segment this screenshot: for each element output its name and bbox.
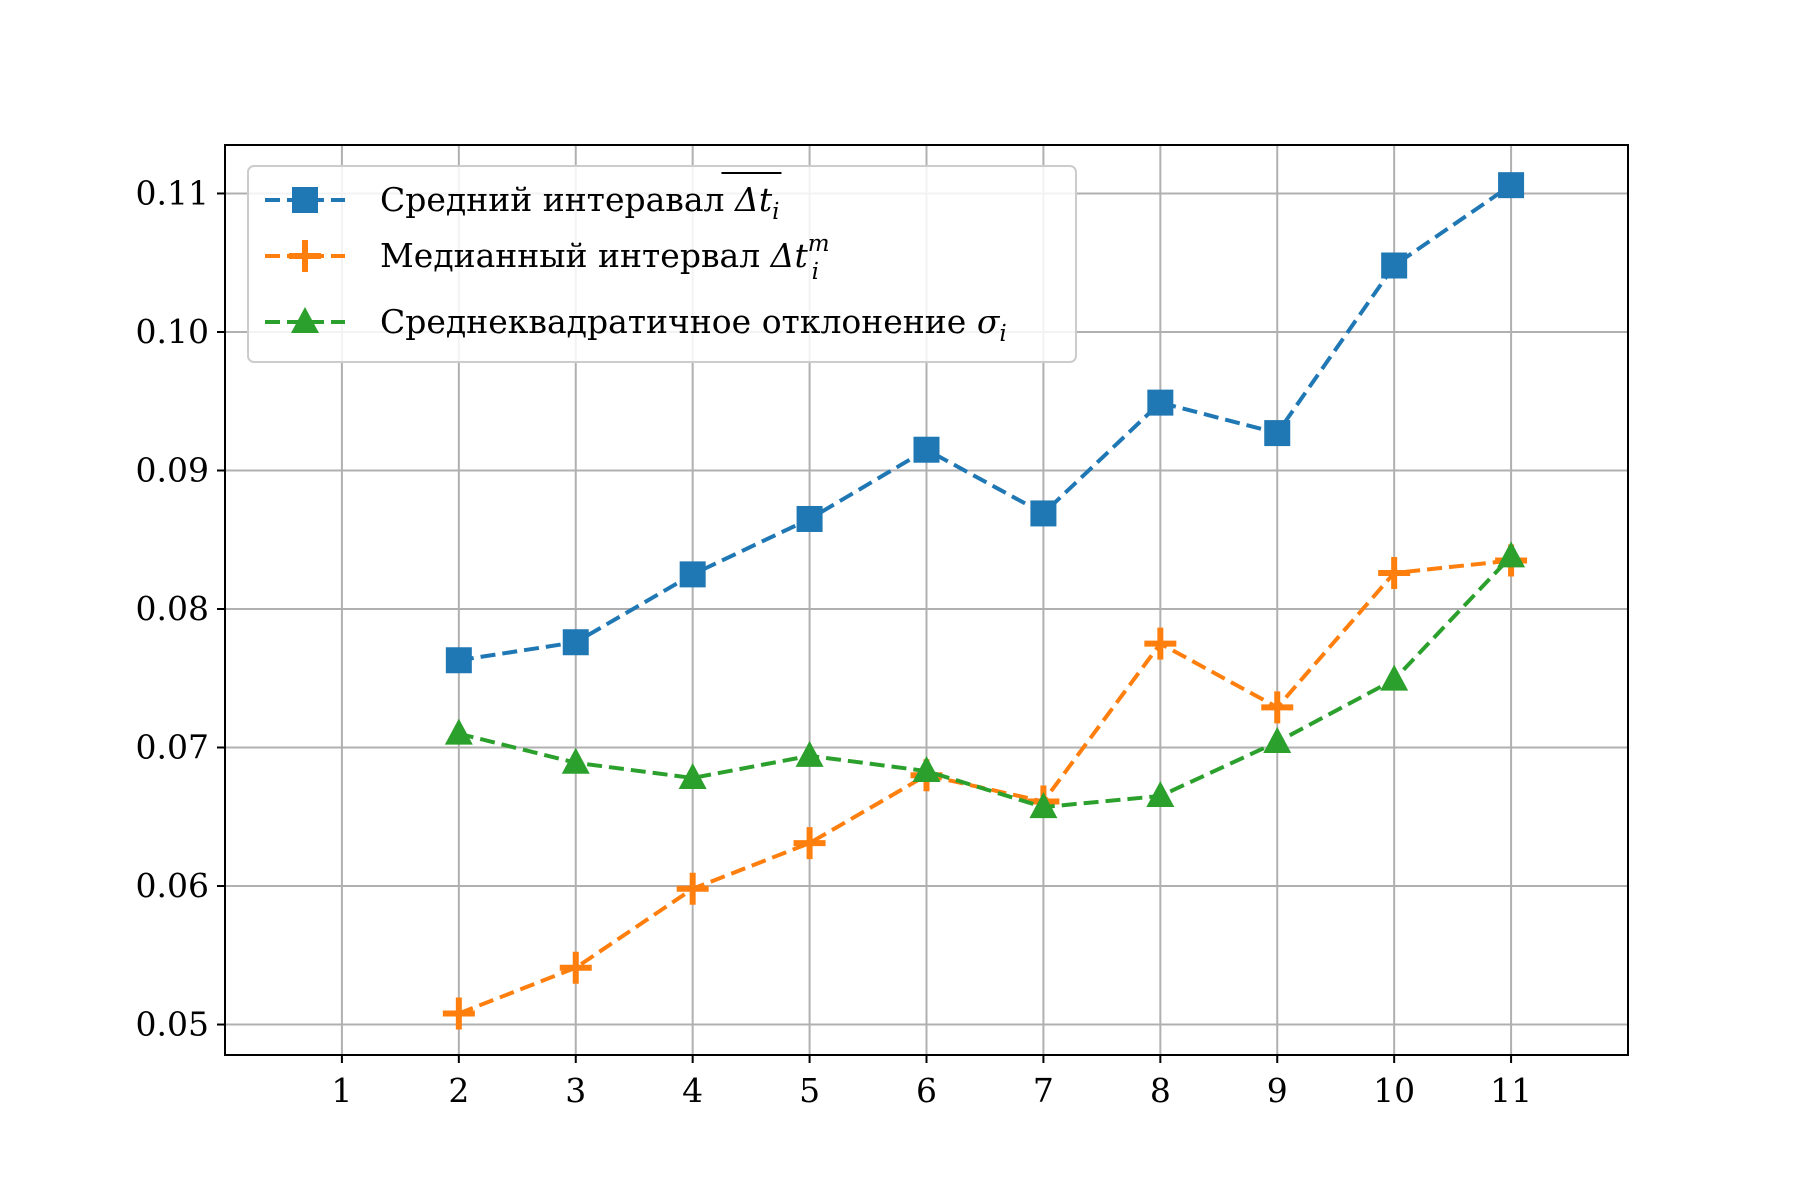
data-point — [1380, 664, 1409, 691]
data-point — [1263, 726, 1292, 753]
y-tick-label: 0.11 — [136, 173, 209, 212]
y-tick-label: 0.07 — [136, 728, 209, 767]
y-tick-label: 0.06 — [136, 866, 209, 905]
data-point — [445, 647, 472, 674]
data-point — [1144, 627, 1177, 660]
x-tick-label: 2 — [448, 1071, 469, 1110]
data-point — [795, 740, 824, 767]
data-point — [1147, 389, 1174, 416]
series-line — [458, 183, 1513, 663]
x-tick-label: 1 — [331, 1071, 352, 1110]
series-1 — [445, 172, 1525, 674]
data-point — [559, 951, 592, 984]
y-tick-label: 0.08 — [136, 589, 209, 628]
x-tick-label: 5 — [799, 1071, 820, 1110]
data-point — [562, 629, 589, 656]
y-tick-label: 0.10 — [136, 312, 209, 351]
data-point — [793, 827, 826, 860]
x-tick-label: 3 — [565, 1071, 586, 1110]
x-tick-label: 4 — [682, 1071, 703, 1110]
data-point — [912, 756, 941, 783]
legend-marker — [289, 240, 321, 272]
data-point — [678, 762, 707, 789]
y-tick-label: 0.09 — [136, 450, 209, 489]
data-point — [913, 436, 940, 463]
legend-box — [247, 165, 1077, 363]
x-tick-label: 8 — [1150, 1071, 1171, 1110]
series-3 — [444, 541, 1526, 819]
series-layer — [442, 172, 1528, 1030]
legend-label: Среднеквадратичное отклонение σi — [380, 302, 1007, 347]
data-point — [679, 561, 706, 588]
data-point — [1029, 792, 1058, 819]
x-tick-label: 6 — [916, 1071, 937, 1110]
legend-label: Средний интеравал Δti — [380, 180, 779, 225]
series-line — [458, 558, 1512, 1016]
data-point — [1498, 172, 1525, 199]
legend: Средний интеравал Δti Медианный интервал … — [247, 165, 1077, 363]
y-tick-label: 0.05 — [136, 1005, 209, 1044]
x-tick-label: 9 — [1267, 1071, 1288, 1110]
data-point — [796, 505, 823, 532]
data-point — [1030, 500, 1057, 527]
data-point — [1264, 420, 1291, 447]
legend-item-1: Средний интеравал Δti — [265, 172, 782, 225]
legend-item-2: Медианный интервал Δtm i — [265, 231, 830, 285]
legend-marker — [291, 307, 319, 333]
x-tick-label: 7 — [1033, 1071, 1054, 1110]
data-point — [1146, 780, 1175, 807]
series-line — [458, 554, 1513, 810]
data-point — [442, 997, 475, 1030]
legend-item-3: Среднеквадратичное отклонение σi — [265, 302, 1007, 347]
legend-label: Медианный интервал Δtm i — [380, 231, 830, 285]
data-point — [1497, 541, 1526, 568]
x-tick-label: 10 — [1373, 1071, 1415, 1110]
data-point — [1381, 252, 1408, 279]
data-point — [1378, 556, 1411, 589]
data-point — [561, 747, 590, 774]
data-point — [1261, 691, 1294, 724]
legend-marker — [292, 187, 318, 213]
data-point — [444, 718, 473, 745]
x-tick-label: 11 — [1490, 1071, 1532, 1110]
axis-ticks: 1 2 3 4 5 6 7 8 9 10 11 0.05 0.06 0.07 0.08 0.09 0.10 0.1… — [136, 173, 1533, 1110]
data-point — [676, 872, 709, 905]
